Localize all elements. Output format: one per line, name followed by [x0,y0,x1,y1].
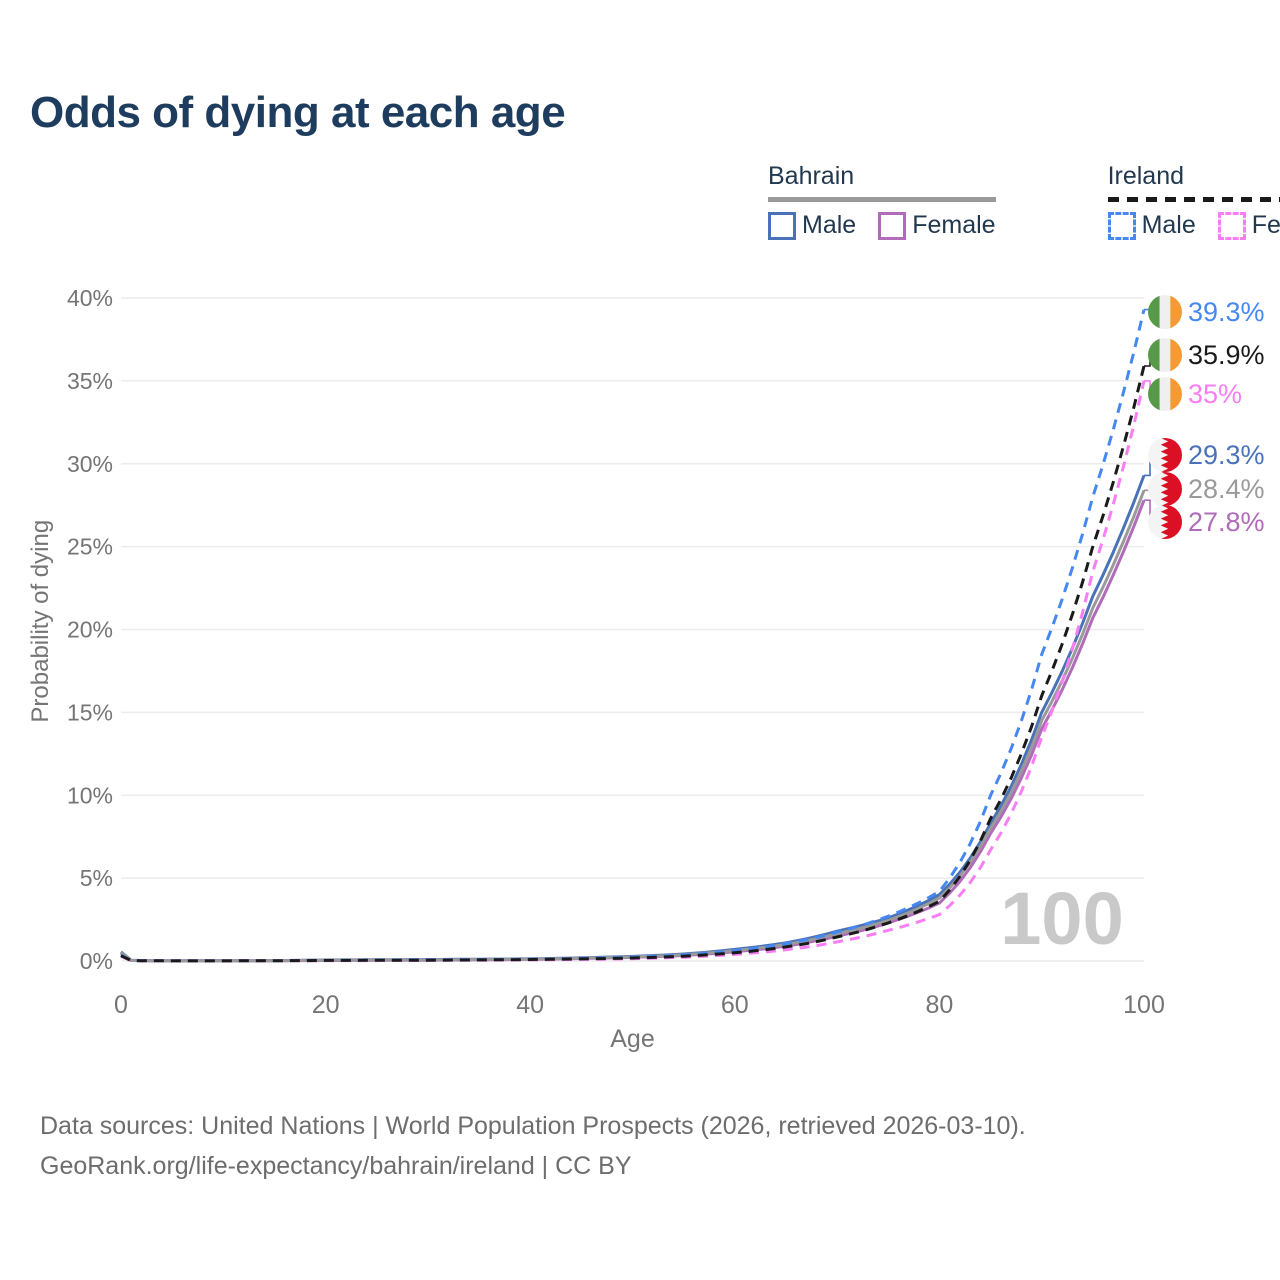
x-tick-label: 60 [721,991,749,1019]
end-label-bahrain-both-sexes: 28.4% [1148,472,1265,506]
legend-item-label: Male [802,211,857,239]
end-label-value: 39.3% [1188,296,1265,327]
y-tick-label: 25% [67,534,113,560]
series-line-ireland-male [120,309,1146,963]
bahrain-flag-icon [1148,505,1182,539]
end-label-ireland-both-sexes: 35.9% [1148,338,1265,372]
y-axis-title: Probability of dying [27,520,54,723]
y-tick-label: 15% [67,699,113,725]
end-label-value: 35.9% [1188,339,1265,370]
legend-item-label: Male [1141,211,1196,239]
watermark: 100 [1000,877,1123,960]
end-label-bahrain-male: 29.3% [1148,438,1265,472]
end-label-bahrain-female: 27.8% [1148,505,1265,539]
legend-country-label: Ireland [1107,162,1185,190]
bahrain-female-swatch-icon [878,211,907,240]
y-tick-label: 0% [80,948,113,974]
y-tick-label: 5% [80,865,113,891]
ireland-flag-icon [1148,377,1182,411]
end-label-ireland-female: 35% [1148,377,1242,411]
end-label-value: 29.3% [1188,439,1265,470]
ireland-flag-icon [1148,338,1182,372]
ireland-female-swatch-icon [1217,211,1246,240]
series-line-ireland-female [120,380,1146,963]
x-tick-label: 100 [1123,991,1165,1019]
ireland-male-swatch-icon [1107,211,1136,240]
bahrain-both-sexes-line-swatch [768,197,996,202]
legend-item-ireland-female[interactable]: Female [1217,211,1280,240]
y-tick-label: 40% [67,285,113,311]
end-label-value: 27.8% [1188,506,1265,537]
end-label-value: 35% [1188,378,1243,409]
data-sources-line: Data sources: United Nations | World Pop… [40,1112,1026,1140]
legend-item-bahrain-male[interactable]: Male [768,211,856,240]
legend-country-label: Bahrain [768,162,855,190]
attribution-line: GeoRank.org/life-expectancy/bahrain/irel… [40,1152,632,1180]
x-tick-label: 0 [114,991,128,1019]
y-tick-label: 10% [67,782,113,808]
bahrain-male-swatch-icon [768,211,796,240]
legend-item-label: Female [912,211,996,239]
legend-country-ireland[interactable]: Ireland [1107,162,1280,202]
x-tick-label: 80 [925,991,953,1019]
series-line-bahrain-both-sexes [120,489,1146,963]
page-title: Odds of dying at each age [30,88,566,137]
y-tick-label: 30% [67,451,113,477]
legend: Bahrain Male Female Ireland Male [768,162,1280,240]
ireland-both-sexes-line-swatch [1107,197,1280,202]
end-label-value: 28.4% [1188,473,1265,504]
end-label-ireland-male: 39.3% [1148,295,1265,329]
ireland-flag-icon [1148,295,1182,329]
legend-country-bahrain[interactable]: Bahrain [768,162,996,202]
legend-item-label: Female [1251,211,1280,239]
y-tick-label: 35% [67,368,113,394]
series-line-bahrain-male [120,474,1146,963]
legend-group-ireland: Ireland Male Female [1107,162,1280,240]
legend-group-bahrain: Bahrain Male Female [768,162,996,240]
series-line-bahrain-female [120,499,1146,963]
x-tick-label: 40 [516,991,544,1019]
footer: Data sources: United Nations | World Pop… [40,1106,1026,1186]
y-tick-label: 20% [67,617,113,643]
line-chart: 0% 5% 10% 15% 20% 25% 30% 35% 40% 100 0 20 40 60 80 100… [27,285,1165,1053]
legend-item-ireland-male[interactable]: Male [1107,211,1196,240]
x-axis-title: Age [610,1025,654,1053]
series-line-ireland-both-sexes [120,365,1146,963]
bahrain-flag-icon [1148,472,1182,506]
bahrain-flag-icon [1148,438,1182,472]
legend-item-bahrain-female[interactable]: Female [878,211,996,240]
x-tick-label: 20 [312,991,340,1019]
